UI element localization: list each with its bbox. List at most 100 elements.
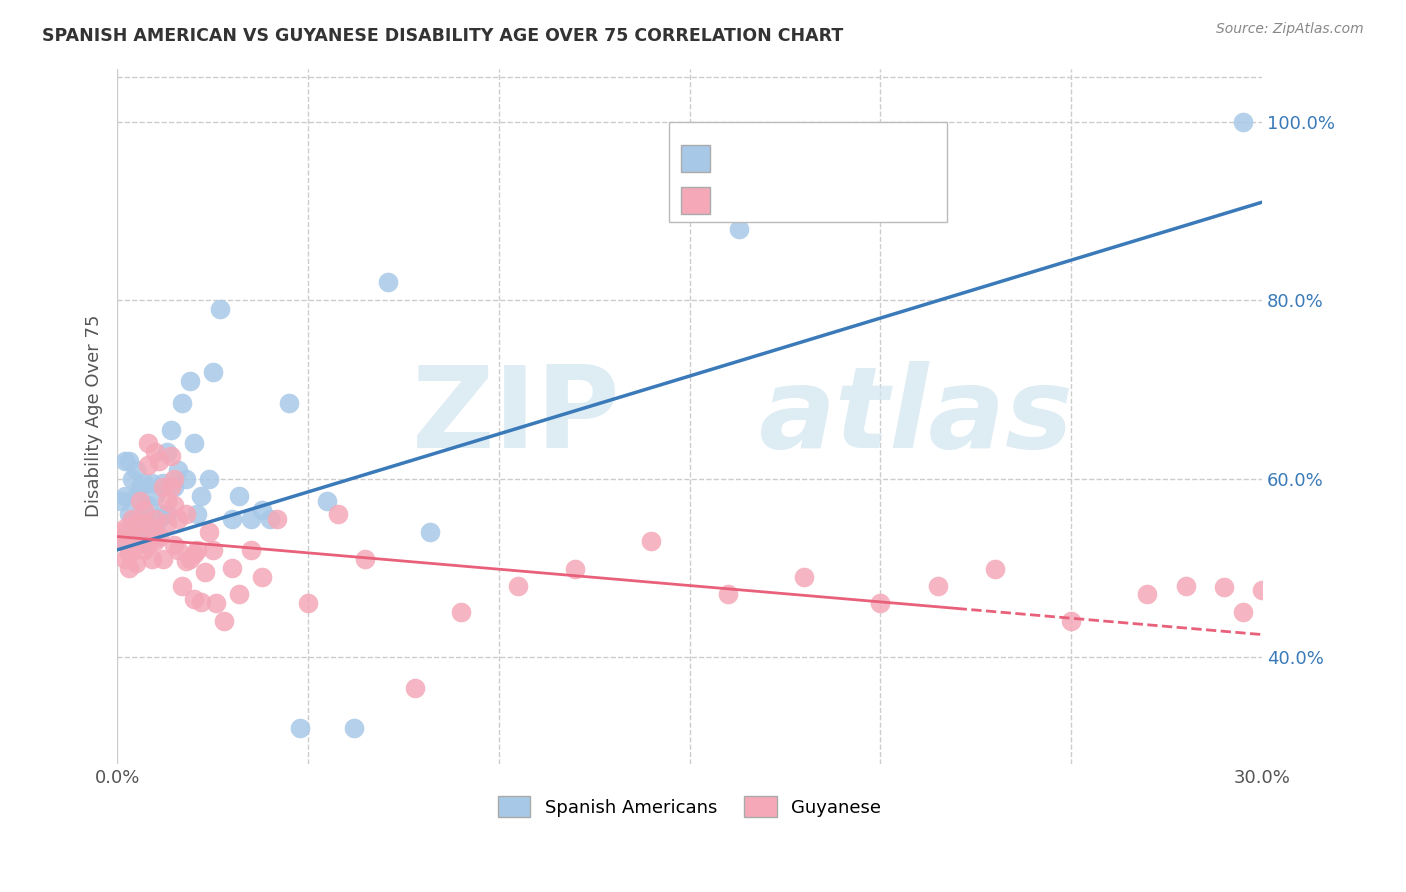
Point [250,502,273,516]
Point [1289,591,1312,605]
Point [201,542,224,557]
Point [201,365,224,379]
Point [152,476,174,491]
Point [121,511,143,525]
Point [110,533,132,548]
Point [228,587,250,601]
Point [221,560,243,574]
Point [205,596,228,610]
Point [121,529,143,543]
Point [129,493,152,508]
Point [183,547,205,561]
Point [354,551,377,566]
Point [1174,578,1197,592]
Point [125,556,148,570]
Point [1270,596,1292,610]
Point [132,507,155,521]
Point [793,569,815,583]
Point [1232,605,1254,619]
Point [186,507,208,521]
Point [640,533,662,548]
Point [117,560,139,574]
Point [277,396,299,410]
Point [125,524,148,539]
Point [297,596,319,610]
Point [163,472,186,486]
Point [250,569,273,583]
Point [179,551,201,566]
Point [132,516,155,530]
Point [450,605,472,619]
Point [419,524,441,539]
Point [343,721,366,735]
Point [125,490,148,504]
Point [221,511,243,525]
Point [212,614,235,628]
Point [1060,614,1083,628]
Point [148,529,170,543]
Point [506,578,529,592]
Point [117,547,139,561]
Point [129,520,152,534]
Legend: Spanish Americans, Guyanese: Spanish Americans, Guyanese [491,789,889,824]
Point [156,516,179,530]
Point [143,533,166,548]
Point [197,472,219,486]
Point [129,481,152,495]
Point [163,481,186,495]
Point [152,481,174,495]
Point [228,490,250,504]
Point [159,450,181,464]
Point [159,481,181,495]
Point [404,681,426,695]
Point [114,454,136,468]
Point [143,490,166,504]
Point [167,511,190,525]
Point [194,565,217,579]
Text: R = -0.145: R = -0.145 [714,193,820,211]
Point [136,436,159,450]
Text: ZIP: ZIP [412,360,621,472]
Point [132,502,155,516]
Point [132,542,155,557]
Point [121,511,143,525]
Point [163,538,186,552]
Point [1251,582,1274,597]
Text: R =  0.440: R = 0.440 [714,150,818,168]
Point [984,562,1007,576]
Point [328,507,350,521]
Point [159,423,181,437]
Point [259,511,281,525]
Point [717,587,740,601]
Point [316,493,339,508]
Text: N = 78: N = 78 [834,193,901,211]
Point [152,507,174,521]
Point [141,520,163,534]
Point [143,520,166,534]
Point [152,551,174,566]
Point [174,553,197,567]
Point [239,542,262,557]
Point [117,507,139,521]
Point [125,463,148,477]
Point [174,507,197,521]
Point [143,445,166,459]
Point [132,533,155,548]
Point [1327,605,1350,619]
Point [186,542,208,557]
Point [121,472,143,486]
Point [167,463,190,477]
Y-axis label: Disability Age Over 75: Disability Age Over 75 [86,315,103,517]
Point [167,542,190,557]
Point [170,396,193,410]
Point [156,445,179,459]
Point [174,472,197,486]
Point [110,493,132,508]
Text: atlas: atlas [758,360,1073,472]
Point [1136,587,1159,601]
Point [136,498,159,512]
Text: SPANISH AMERICAN VS GUYANESE DISABILITY AGE OVER 75 CORRELATION CHART: SPANISH AMERICAN VS GUYANESE DISABILITY … [42,27,844,45]
Point [1212,580,1234,594]
Point [114,520,136,534]
Point [927,578,949,592]
